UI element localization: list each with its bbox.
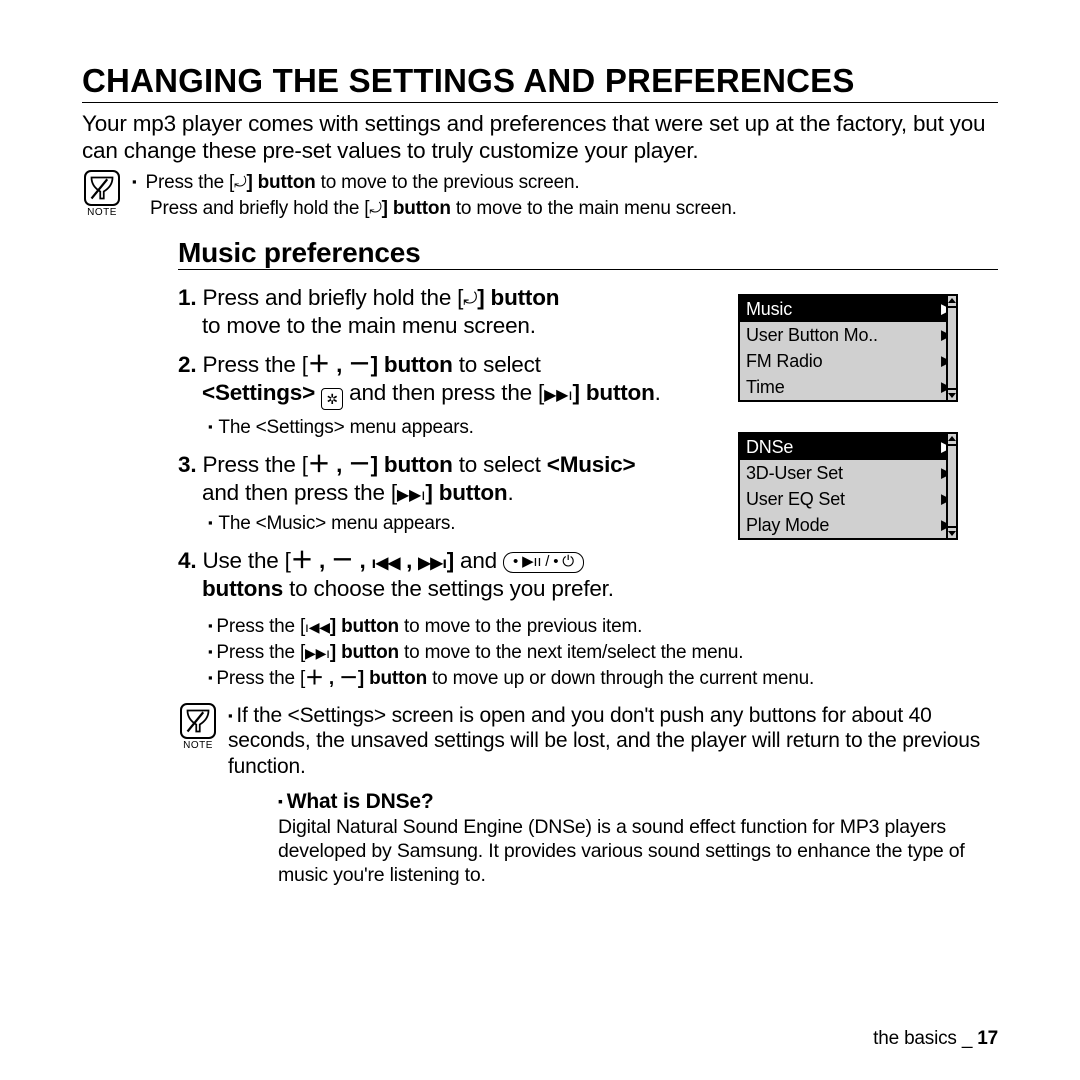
note2-text: If the <Settings> screen is open and you… bbox=[228, 704, 980, 777]
note1-line1a: Press the [ bbox=[146, 172, 235, 193]
bullet-icon: ▪ bbox=[132, 174, 136, 189]
note-label: NOTE bbox=[87, 207, 117, 218]
menu-item-time: Time▶ bbox=[740, 374, 956, 400]
note-icon bbox=[180, 703, 216, 739]
next-icon: ▶▶ı bbox=[397, 487, 425, 504]
device-screen-music: DNSe▶ 3D-User Set▶ User EQ Set▶ Play Mod… bbox=[738, 432, 958, 540]
menu-item-3d-user-set: 3D-User Set▶ bbox=[740, 460, 956, 486]
device-screen-settings: Music▶ User Button Mo..▶ FM Radio▶ Time▶ bbox=[738, 294, 958, 402]
back-icon: ⤾ bbox=[463, 289, 477, 308]
note-label: NOTE bbox=[183, 740, 213, 751]
scrollbar bbox=[946, 432, 958, 540]
next-icon: ▶▶ı bbox=[544, 387, 572, 404]
intro-paragraph: Your mp3 player comes with settings and … bbox=[82, 111, 998, 164]
menu-item-play-mode: Play Mode▶ bbox=[740, 512, 956, 538]
back-icon: ⤾ bbox=[369, 200, 381, 217]
note1-line2a: Press and briefly hold the [ bbox=[150, 198, 369, 219]
scrollbar bbox=[946, 294, 958, 402]
step-1: 1. Press and briefly hold the [⤾] button… bbox=[178, 284, 728, 339]
note-icon bbox=[84, 170, 120, 206]
menu-item-user-eq-set: User EQ Set▶ bbox=[740, 486, 956, 512]
prev-icon: ı◀◀ bbox=[372, 555, 400, 572]
step-4: 4. Use the [＋ , － , ı◀◀ , ▶▶ı] and • ▶ıı… bbox=[178, 547, 938, 602]
menu-item-fm-radio: FM Radio▶ bbox=[740, 348, 956, 374]
note1-line2b: ] button bbox=[382, 198, 451, 219]
settings-icon: ✲ bbox=[321, 388, 343, 410]
note1-line1b: ] button bbox=[246, 172, 315, 193]
note-1: NOTE ▪ Press the [⤾] button to move to t… bbox=[82, 170, 998, 221]
next-icon: ▶▶ı bbox=[418, 555, 446, 572]
section-subtitle: Music preferences bbox=[178, 237, 998, 270]
dnse-body: Digital Natural Sound Engine (DNSe) is a… bbox=[278, 816, 998, 887]
step-2: 2. Press the [＋ , －] button to select <S… bbox=[178, 351, 728, 439]
page-title: CHANGING THE SETTINGS AND PREFERENCES bbox=[82, 62, 998, 103]
menu-item-user-button: User Button Mo..▶ bbox=[740, 322, 956, 348]
page-footer: the basics _ 17 bbox=[873, 1028, 998, 1050]
next-icon: ▶▶ı bbox=[305, 645, 330, 661]
note1-line2c: to move to the main menu screen. bbox=[451, 198, 737, 219]
note-2: NOTE ▪If the <Settings> screen is open a… bbox=[178, 703, 998, 887]
dnse-heading: What is DNSe? bbox=[287, 790, 434, 813]
step-3: 3. Press the [＋ , －] button to select <M… bbox=[178, 451, 728, 535]
prev-icon: ı◀◀ bbox=[305, 619, 330, 635]
note1-line1c: to move to the previous screen. bbox=[316, 172, 580, 193]
play-pause-power-icon: • ▶ıı / • ⏻ bbox=[503, 552, 584, 573]
menu-item-music: Music▶ bbox=[740, 296, 956, 322]
menu-item-dnse: DNSe▶ bbox=[740, 434, 956, 460]
step-4-bullets: ▪Press the [ı◀◀] button to move to the p… bbox=[208, 614, 998, 691]
back-icon: ⤾ bbox=[234, 174, 246, 191]
